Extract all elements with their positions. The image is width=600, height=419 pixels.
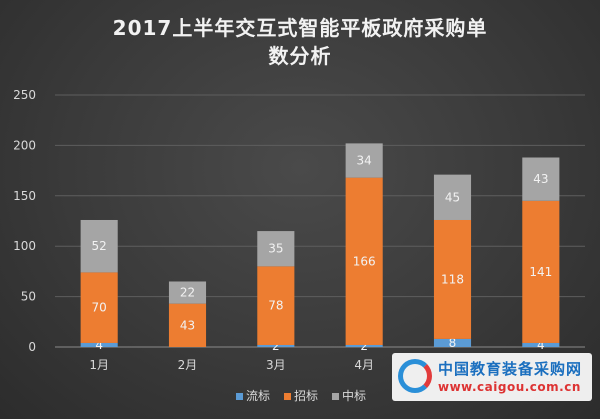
legend-swatch-招标 (284, 393, 291, 400)
watermark: 中国教育装备采购网 www.caigou.com.cn (392, 353, 592, 401)
data-label-5月-流标: 8 (449, 336, 457, 350)
y-tick-label-50: 50 (21, 290, 36, 304)
data-label-6月-招标: 141 (529, 265, 552, 279)
data-label-5月-中标: 45 (445, 190, 460, 204)
legend-label-招标: 招标 (294, 389, 318, 403)
data-label-3月-流标: 2 (272, 339, 280, 353)
bar-2月-中标 (168, 281, 207, 304)
y-tick-label-100: 100 (13, 239, 36, 253)
bar-5月-流标 (433, 338, 472, 347)
data-label-2月-招标: 43 (180, 318, 195, 332)
bar-1月-中标 (80, 219, 118, 273)
y-tick-label-150: 150 (13, 189, 36, 203)
data-label-1月-招标: 70 (92, 301, 107, 315)
bar-3月-招标 (257, 266, 295, 345)
chart-title: 2017上半年交互式智能平板政府采购单 数分析 (40, 14, 560, 70)
y-tick-label-250: 250 (13, 88, 36, 102)
bar-2月-招标 (168, 303, 207, 347)
bar-1月-招标 (80, 272, 118, 343)
x-tick-label-3月: 3月 (266, 358, 286, 372)
data-label-1月-流标: 4 (95, 338, 103, 352)
bar-5月-中标 (433, 174, 472, 220)
bar-3月-中标 (257, 231, 295, 267)
bar-4月-流标 (345, 344, 383, 347)
bar-1月-流标 (80, 342, 118, 347)
chart-title-line-1: 2017上半年交互式智能平板政府采购单 (112, 16, 488, 40)
bar-6月-中标 (522, 157, 560, 201)
x-tick-label-4月: 4月 (354, 358, 374, 372)
watermark-url: www.caigou.com.cn (438, 380, 581, 394)
x-tick-label-2月: 2月 (178, 358, 198, 372)
bar-6月-流标 (522, 342, 560, 347)
data-label-5月-招标: 118 (441, 272, 464, 286)
bar-6月-招标 (522, 200, 560, 343)
data-label-4月-招标: 166 (353, 254, 376, 268)
data-label-6月-中标: 43 (533, 172, 548, 186)
data-label-2月-中标: 22 (180, 286, 195, 300)
caigou-logo-icon (398, 359, 432, 393)
chart-title-line-2: 数分析 (268, 44, 332, 68)
legend-label-中标: 中标 (342, 388, 366, 403)
y-tick-label-0: 0 (28, 340, 36, 354)
bar-5月-招标 (433, 219, 472, 339)
bar-4月-招标 (345, 177, 383, 345)
data-label-4月-中标: 34 (357, 154, 372, 168)
legend-label-流标: 流标 (246, 389, 270, 403)
data-label-4月-流标: 2 (360, 339, 368, 353)
legend-swatch-中标 (332, 393, 339, 400)
bar-3月-流标 (257, 344, 295, 347)
data-label-3月-招标: 78 (268, 299, 283, 313)
bar-4月-中标 (345, 143, 383, 178)
x-tick-label-1月: 1月 (89, 358, 109, 372)
watermark-name: 中国教育装备采购网 (438, 360, 583, 378)
legend-swatch-流标 (236, 393, 243, 400)
y-tick-label-200: 200 (13, 138, 36, 152)
data-label-1月-中标: 52 (92, 239, 107, 253)
data-label-6月-流标: 4 (537, 338, 545, 352)
data-label-3月-中标: 35 (268, 242, 283, 256)
